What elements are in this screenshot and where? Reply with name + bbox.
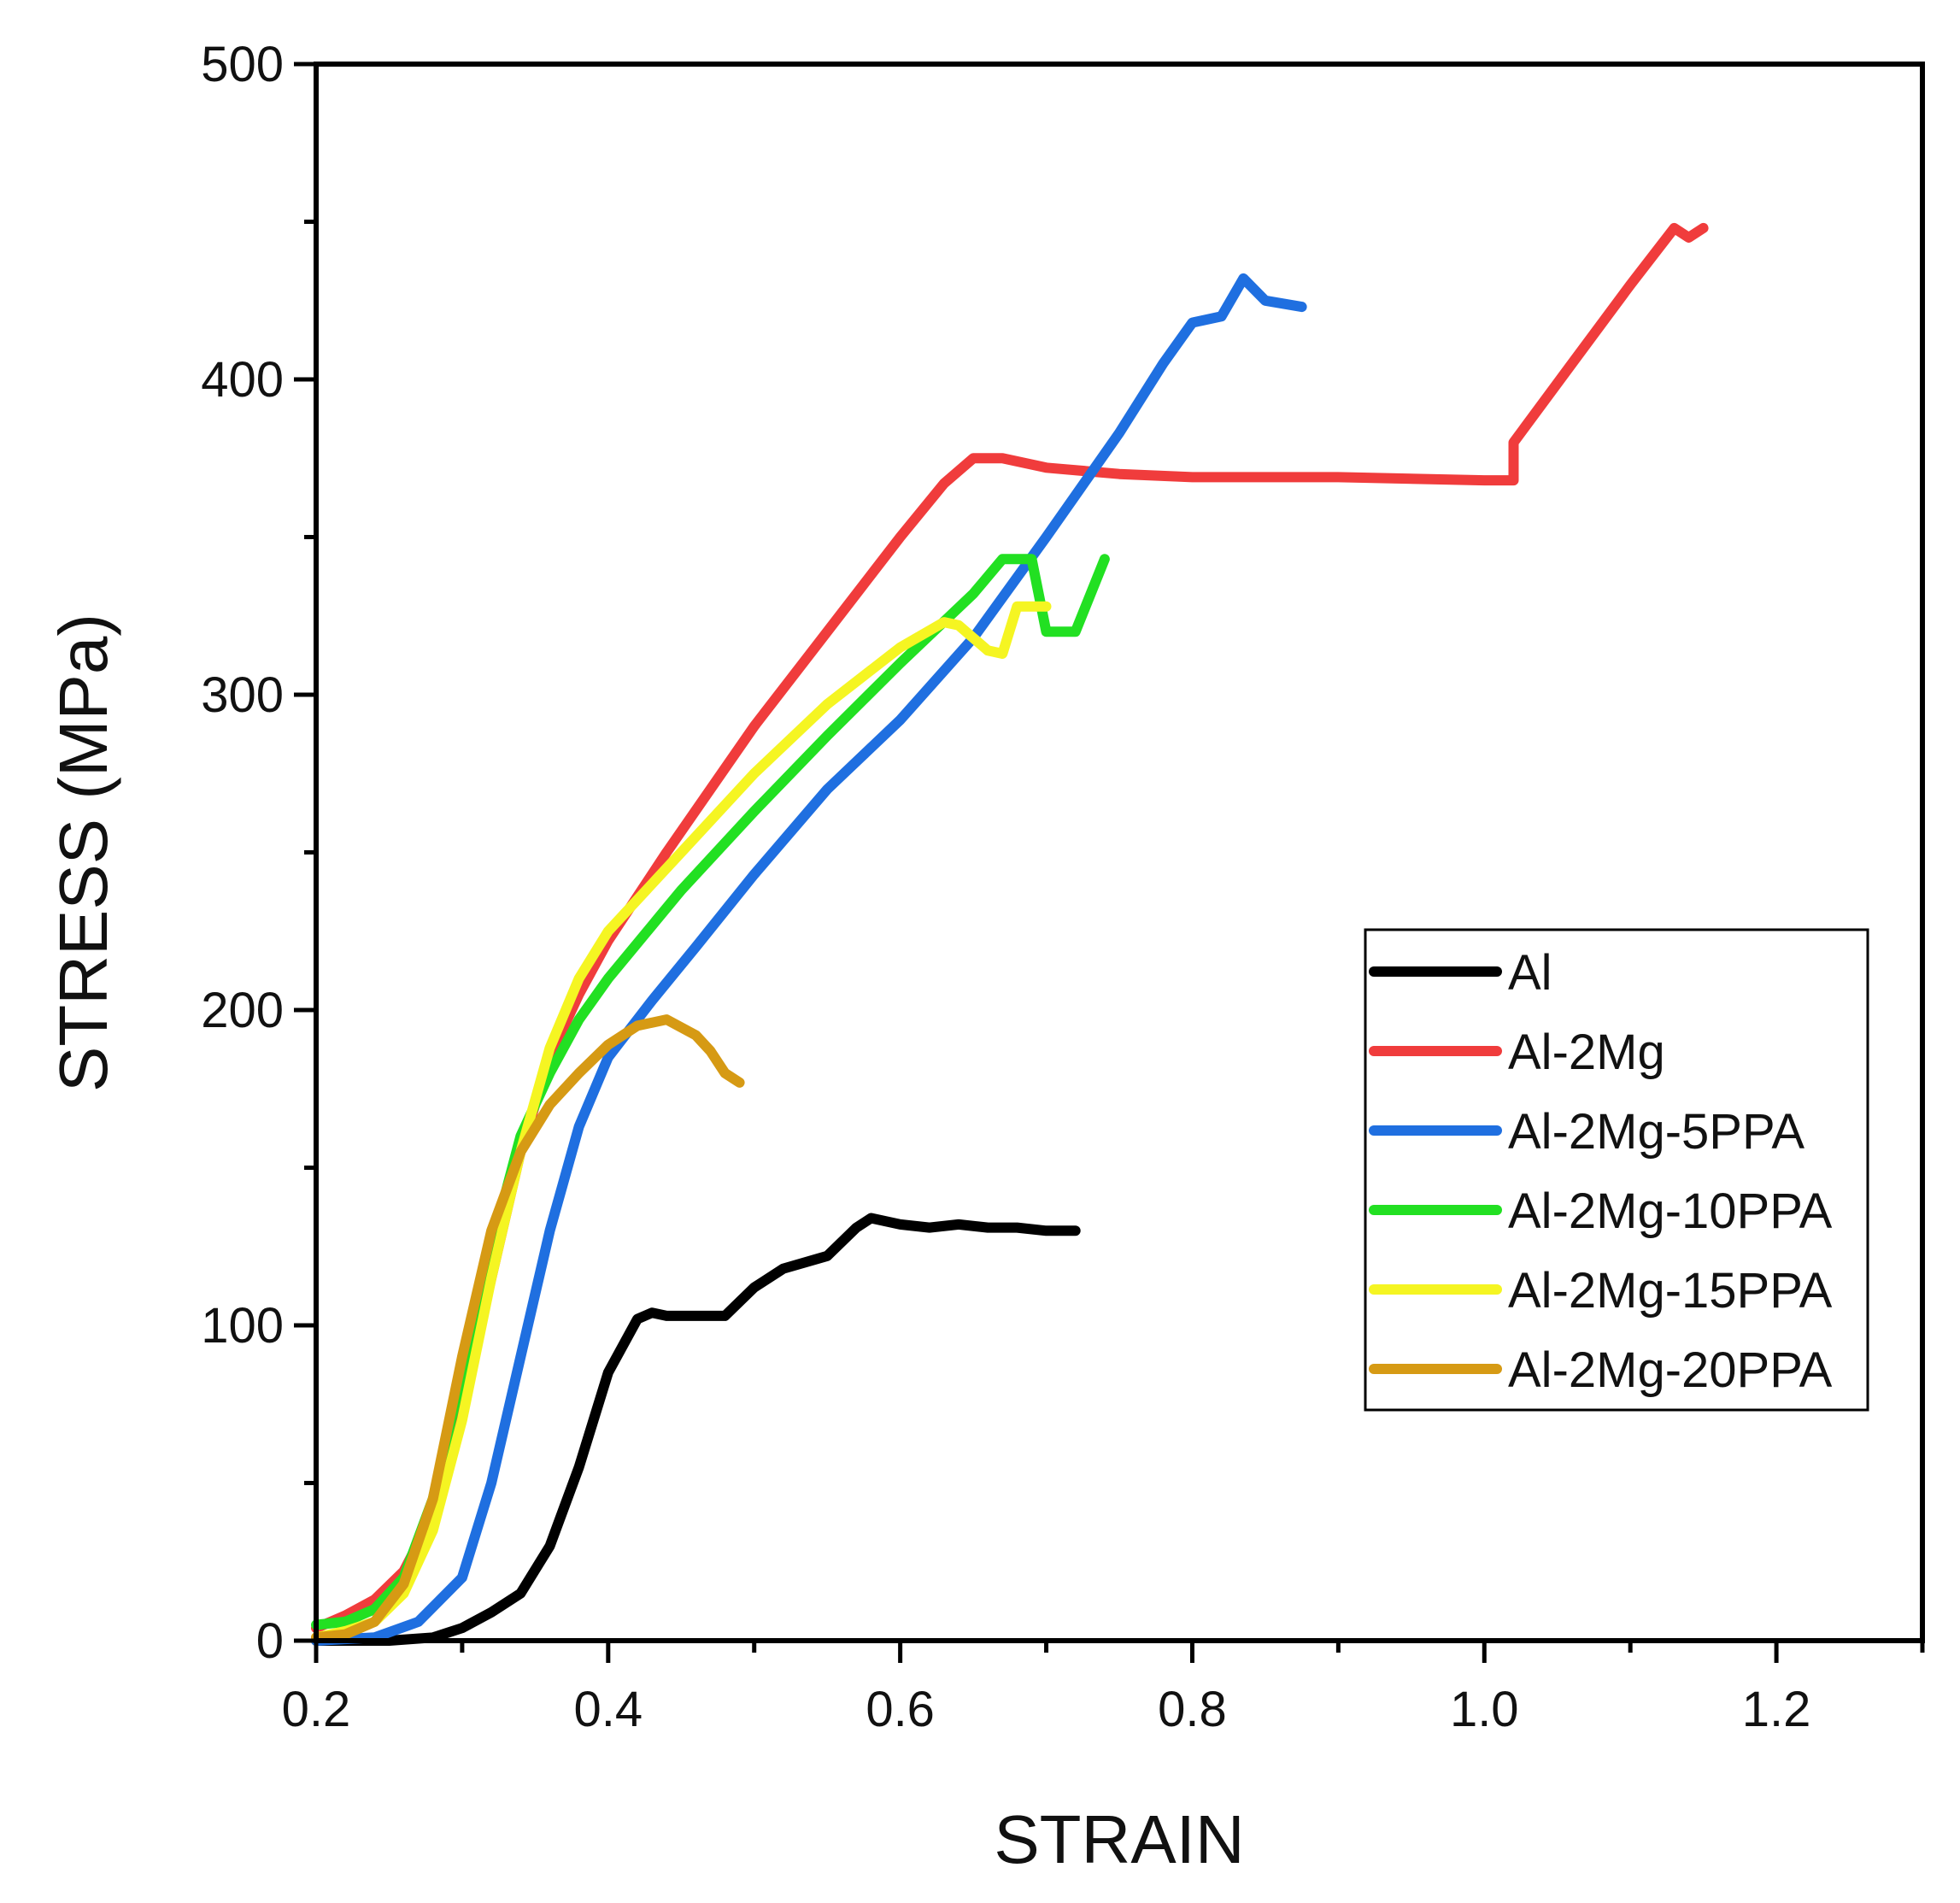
x-tick-label: 1.2	[1742, 1682, 1811, 1737]
series-layer	[311, 222, 1709, 1646]
series-line-al-2mg-5ppa	[311, 273, 1307, 1646]
series-line-al-2mg-10ppa	[311, 554, 1110, 1630]
y-tick-label: 200	[201, 983, 284, 1038]
x-tick-label: 1.0	[1450, 1682, 1519, 1737]
legend: Al Al-2Mg Al-2Mg-5PPA Al-2Mg-10PPA Al-2Mg-15…	[1364, 928, 1869, 1412]
legend-label: Al-2Mg-5PPA	[1508, 1104, 1804, 1160]
legend-label: Al-2Mg-15PPA	[1508, 1263, 1833, 1319]
y-axis-title: STRESS (MPa)	[45, 614, 121, 1092]
x-axis-title: STRAIN	[994, 1801, 1244, 1877]
legend-label: Al-2Mg	[1508, 1025, 1665, 1080]
y-tick-label: 0	[256, 1613, 284, 1669]
x-tick-label: 0.2	[282, 1682, 351, 1737]
x-axis: 0.2 0.4 0.6 0.8 1.0 1.2	[282, 1641, 1925, 1737]
y-axis: 0 100 200 300 400 500	[201, 37, 316, 1669]
legend-box	[1364, 928, 1869, 1412]
x-tick-label: 0.8	[1158, 1682, 1227, 1737]
y-tick-label: 100	[201, 1298, 284, 1354]
x-tick-label: 0.4	[573, 1682, 643, 1737]
y-tick-label: 300	[201, 667, 284, 723]
series-line-al-2mg-20ppa	[311, 1014, 745, 1643]
legend-label: Al	[1508, 945, 1552, 1001]
series-line-al	[311, 1213, 1081, 1646]
legend-label: Al-2Mg-20PPA	[1508, 1342, 1833, 1398]
x-tick-label: 0.6	[866, 1682, 935, 1737]
y-tick-label: 400	[201, 352, 284, 408]
series-line-al-2mg	[311, 222, 1709, 1634]
y-tick-label: 500	[201, 37, 284, 92]
legend-label: Al-2Mg-10PPA	[1508, 1184, 1833, 1239]
series-line-al-2mg-15ppa	[311, 601, 1052, 1643]
